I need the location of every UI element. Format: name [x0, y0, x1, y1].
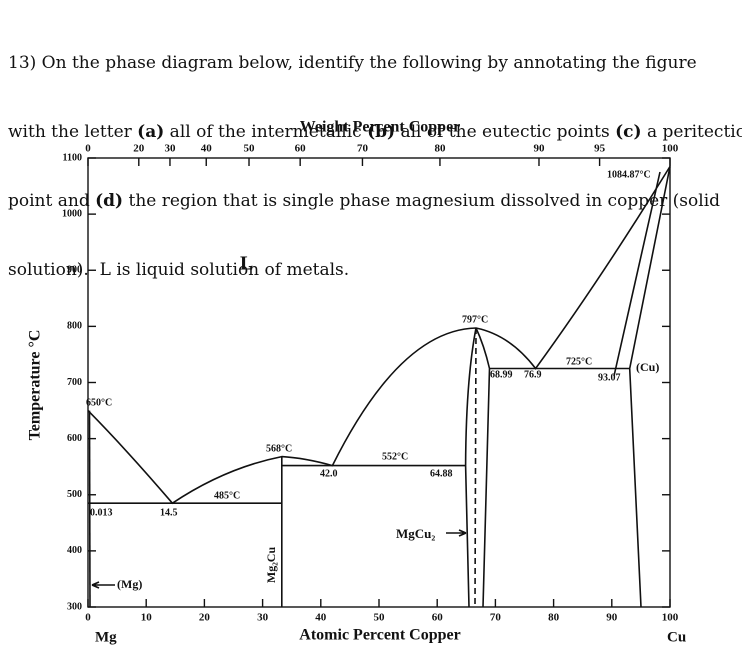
cu-solidus: [628, 166, 671, 608]
text: all of the intermetallic: [164, 122, 368, 142]
mgcu2-dashed: [474, 327, 477, 608]
annotation: 797°C: [462, 314, 488, 325]
x-tick-label: 60: [432, 612, 444, 624]
arrow: [91, 581, 115, 589]
x-tick-label: 40: [315, 612, 327, 624]
x-tick-label: 70: [490, 612, 502, 624]
top-tick-label: 90: [533, 143, 545, 155]
text: with the letter: [8, 122, 138, 142]
annotation: Mg₂Cu: [264, 547, 278, 584]
annotation: 93.07: [598, 372, 621, 383]
element-label: Mg: [95, 629, 117, 645]
y-tick-label: 900: [67, 265, 82, 276]
y-tick-label: 1000: [62, 208, 82, 219]
x-tick-label: 0: [85, 612, 91, 624]
question: 13) On the phase diagram below, identify…: [8, 6, 742, 305]
x-tick-label: 30: [257, 612, 269, 624]
text: (a): [137, 122, 165, 142]
x-tick-label: 100: [662, 612, 679, 624]
question-line: solution). L is liquid solution of metal…: [8, 259, 742, 282]
x-tick-label: 90: [606, 612, 618, 624]
question-line: 13) On the phase diagram below, identify…: [8, 52, 742, 75]
annotation: 552°C: [382, 451, 408, 462]
x-tick-label: 20: [199, 612, 211, 624]
top-tick-label: 0: [85, 143, 91, 155]
text: all of the eutectic points: [395, 122, 616, 142]
annotation: L: [240, 253, 253, 275]
annotation: 568°C: [266, 443, 292, 454]
x-tick-label: 50: [374, 612, 386, 624]
top-tick-label: 20: [133, 143, 145, 155]
annotation: (Cu): [636, 360, 659, 374]
arrow: [446, 529, 467, 537]
top-tick-label: 30: [164, 143, 176, 155]
annotation: 42.0: [320, 468, 338, 479]
text: a peritectic: [641, 122, 742, 142]
annotation: 64.88: [430, 468, 453, 479]
text: solution). L is liquid solution of metal…: [8, 260, 350, 280]
x-tick-label: 80: [548, 612, 560, 624]
top-tick-label: 70: [357, 143, 369, 155]
mg-solvus: [88, 410, 91, 608]
x-tick-label: 10: [141, 612, 153, 624]
cu-pointer: [613, 171, 661, 377]
annotation: 76.9: [524, 369, 542, 380]
y-tick-label: 1100: [63, 152, 82, 163]
annotation: 14.5: [160, 507, 178, 518]
top-tick-label: 60: [295, 143, 307, 155]
y-tick-label: 800: [67, 321, 82, 332]
annotation: 68.99: [490, 369, 513, 380]
top-tick-label: 80: [434, 143, 446, 155]
annotation: 725°C: [566, 356, 592, 367]
y-axis-label: Temperature °C: [27, 330, 44, 441]
top-tick-label: 100: [662, 143, 679, 155]
annotation: 1084.87°C: [607, 169, 651, 180]
eutectic-lines: [88, 367, 630, 504]
y-tick-label: 300: [67, 601, 82, 612]
top-tick-label: 95: [594, 143, 606, 155]
question-line: with the letter (a) all of the intermeta…: [8, 121, 742, 144]
top-tick-label: 50: [244, 143, 256, 155]
element-label: Cu: [667, 629, 686, 645]
text: point and: [8, 191, 96, 211]
y-tick-label: 600: [67, 433, 82, 444]
text: (d): [95, 191, 124, 211]
text: (c): [615, 122, 642, 142]
mgcu2-boundary: [464, 327, 491, 608]
bottom-axis-label: Atomic Percent Copper: [299, 627, 460, 644]
annotation: MgCu₂: [396, 526, 435, 541]
top-axis-label: Weight Percent Copper: [300, 119, 461, 136]
plot-frame: [87, 157, 671, 608]
annotation: 485°C: [214, 490, 240, 501]
annotation: 0.013: [90, 507, 113, 518]
text: (b): [367, 122, 396, 142]
liquidus: [87, 166, 671, 505]
top-tick-label: 40: [201, 143, 213, 155]
y-tick-label: 700: [67, 377, 82, 388]
y-tick-label: 400: [67, 545, 82, 556]
annotation: (Mg): [117, 577, 142, 591]
y-tick-label: 500: [67, 489, 82, 500]
annotation: 650°C: [86, 397, 112, 408]
text: 13) On the phase diagram below, identify…: [8, 53, 697, 73]
